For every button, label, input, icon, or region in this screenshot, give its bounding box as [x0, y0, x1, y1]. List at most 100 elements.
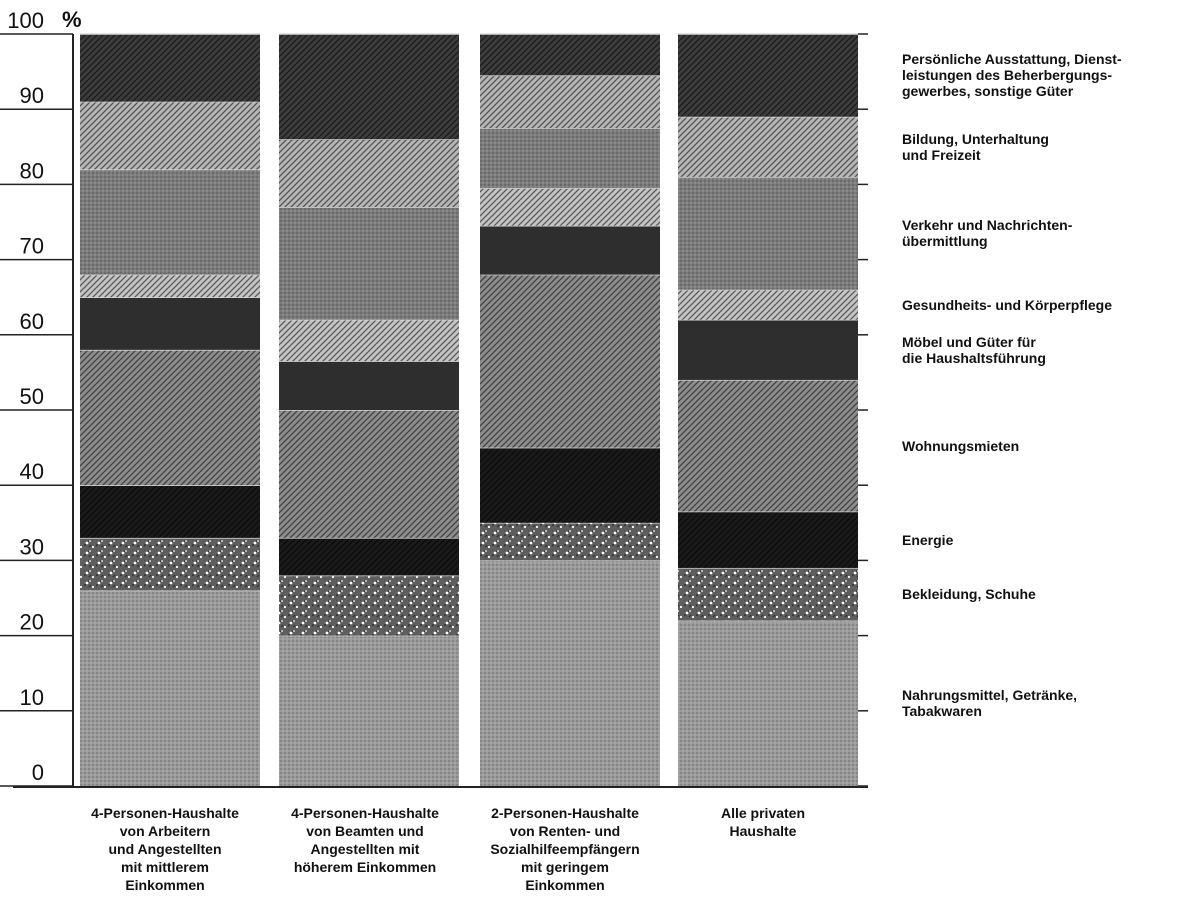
- bar-segment-texture: [80, 101, 260, 170]
- bar-segment: [480, 74, 660, 128]
- bar-segment-texture: [480, 560, 660, 786]
- bar-segment-texture: [279, 410, 459, 538]
- bar-segment-texture: [480, 522, 660, 561]
- category-label: 2-Personen-Haushalte von Renten- und Soz…: [490, 805, 640, 893]
- bar-segment: [678, 288, 858, 320]
- bar-segment-texture: [80, 274, 260, 298]
- bar-segment: [80, 273, 260, 298]
- bar-segment: [480, 127, 660, 189]
- bar-segment-texture: [678, 176, 858, 290]
- y-tick-label: 80: [20, 158, 44, 183]
- bar-segment: [678, 176, 858, 290]
- bar-segment: [279, 33, 459, 140]
- bar-segment: [678, 619, 858, 786]
- bar-segment-texture: [80, 34, 260, 102]
- bar-segment: [480, 522, 660, 561]
- bar-segment-texture: [80, 485, 260, 538]
- legend-label: Gesundheits- und Körperpflege: [902, 297, 1113, 313]
- bar-segment: [80, 589, 260, 786]
- bar-segment-texture: [279, 537, 459, 576]
- bar-segment-texture: [80, 590, 260, 786]
- bar-segment-texture: [480, 188, 660, 226]
- bar-segment: [279, 206, 459, 320]
- bar-segment: [80, 33, 260, 102]
- bar-segment: [279, 360, 459, 410]
- bar-segment-fill: [80, 297, 260, 350]
- category-label: 4-Personen-Haushalte von Beamten und Ang…: [291, 805, 439, 875]
- bar-segment-texture: [279, 575, 459, 636]
- bar-segment-texture: [80, 169, 260, 275]
- legend-label: Bildung, Unterhaltung und Freizeit: [902, 131, 1049, 163]
- legend-label: Energie: [902, 532, 954, 548]
- bar-segment-texture: [678, 620, 858, 786]
- legend-label: Bekleidung, Schuhe: [902, 586, 1036, 602]
- legend-label: Wohnungsmieten: [902, 438, 1020, 454]
- bar-segment-texture: [678, 34, 858, 117]
- bar-segment: [480, 559, 660, 786]
- bar-segment-texture: [678, 116, 858, 177]
- bar-segment-texture: [678, 289, 858, 320]
- bar-segment: [678, 379, 858, 512]
- bar-segment: [80, 296, 260, 350]
- bar-segment-texture: [279, 319, 459, 362]
- bar-segment-texture: [678, 379, 858, 512]
- bar-segment: [480, 446, 660, 523]
- y-tick-label: 10: [20, 685, 44, 710]
- bar-segment-texture: [480, 447, 660, 523]
- bar-segment-texture: [678, 567, 858, 621]
- bar-segment-fill: [480, 225, 660, 275]
- bar-segment-fill: [678, 319, 858, 380]
- bar-segment: [480, 273, 660, 448]
- bar-segment-texture: [80, 537, 260, 591]
- axes: 0 10 20 30 40 50 60 70 80 90 100%: [0, 7, 868, 788]
- bar-segment: [279, 409, 459, 538]
- bar-segment: [480, 187, 660, 226]
- bar-segment-texture: [480, 75, 660, 128]
- bar-segment: [678, 33, 858, 117]
- legend-label: Persönliche Ausstattung, Dienst- leistun…: [902, 51, 1122, 99]
- bar-segment: [480, 225, 660, 275]
- bar-segment: [279, 574, 459, 636]
- bar-segment-texture: [480, 128, 660, 189]
- bar-segment: [80, 100, 260, 170]
- y-tick-label: 40: [20, 459, 44, 484]
- bar-segment-fill: [279, 361, 459, 410]
- y-tick-label: 90: [20, 83, 44, 108]
- bar-segment: [480, 33, 660, 76]
- bar-segment-texture: [279, 34, 459, 140]
- y-tick-label: 70: [20, 234, 44, 259]
- y-tick-label: 50: [20, 384, 44, 409]
- bar-segment: [80, 537, 260, 591]
- legend-label: Verkehr und Nachrichten- übermittlung: [902, 217, 1073, 249]
- y-tick-label: 100: [7, 8, 44, 33]
- bar-segment-texture: [279, 206, 459, 320]
- y-tick-label: 30: [20, 534, 44, 559]
- y-tick-label: 0: [32, 760, 44, 785]
- category-label: Alle privaten Haushalte: [720, 805, 806, 839]
- legend-label: Nahrungsmittel, Getränke, Tabakwaren: [902, 687, 1078, 719]
- bar-segment-texture: [678, 511, 858, 568]
- bars: [80, 33, 858, 786]
- bar-segment: [678, 510, 858, 568]
- bar-segment: [678, 567, 858, 621]
- bar-segment: [279, 537, 459, 576]
- bar-segment-texture: [80, 349, 260, 486]
- bar-segment: [678, 319, 858, 380]
- bar-segment: [80, 349, 260, 486]
- bar-segment: [279, 634, 459, 786]
- bar-segment: [279, 319, 459, 362]
- bar-segment: [80, 168, 260, 275]
- y-tick-label: 20: [20, 610, 44, 635]
- bar-segment: [80, 484, 260, 538]
- bar-segment-texture: [480, 274, 660, 448]
- bar-segment-texture: [279, 635, 459, 786]
- legend-label: Möbel und Güter für die Haushaltsführung: [902, 334, 1046, 366]
- bar-segment-texture: [279, 139, 459, 207]
- category-label: 4-Personen-Haushalte von Arbeitern und A…: [91, 805, 239, 893]
- bar-segment: [279, 138, 459, 207]
- bar-segment-texture: [480, 34, 660, 76]
- bar-segment: [678, 115, 858, 177]
- y-axis-unit: %: [62, 7, 82, 32]
